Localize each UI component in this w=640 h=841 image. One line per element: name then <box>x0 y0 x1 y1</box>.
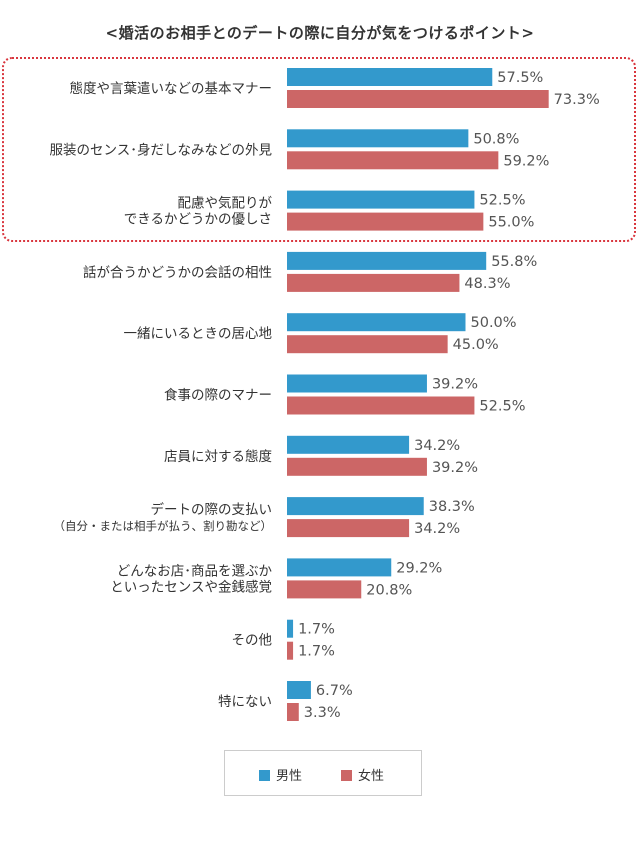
category-label: デートの際の支払い <box>151 501 273 518</box>
bar-male <box>287 190 475 209</box>
category-label: （自分・または相手が払う、割り勘など） <box>54 519 273 533</box>
highlight-box <box>2 57 636 242</box>
bar-female <box>287 457 427 476</box>
data-label: 45.0% <box>453 337 499 353</box>
bar-female <box>287 580 362 599</box>
bar-male <box>287 374 427 393</box>
category-label: といったセンスや金銭感覚 <box>110 578 272 595</box>
category-label: どんなお店･商品を選ぶか <box>117 563 273 579</box>
bar-male <box>287 681 311 699</box>
bar-male <box>287 619 294 638</box>
data-label: 48.3% <box>464 276 510 292</box>
bar-male <box>287 251 487 270</box>
legend-swatch-female <box>341 770 352 781</box>
chart-title: <婚活のお相手とのデートの際に自分が気をつけるポイント> <box>105 24 535 42</box>
legend-item-male: 男性 <box>259 765 302 784</box>
data-label: 6.7% <box>316 683 353 699</box>
data-label: 38.3% <box>429 499 475 515</box>
bar-female <box>287 273 460 292</box>
bar-female <box>287 519 410 538</box>
bar-female <box>287 396 475 415</box>
data-label: 34.2% <box>414 521 460 537</box>
bar-male <box>287 497 424 516</box>
category-label: 一緒にいるときの居心地 <box>124 326 273 342</box>
category-label: できるかどうかの優しさ <box>124 212 272 228</box>
bar-female <box>287 703 299 721</box>
data-label: 73.3% <box>554 92 600 108</box>
category-label: 食事の際のマナー <box>164 387 272 404</box>
category-label: 特にない <box>218 694 272 710</box>
data-label: 34.2% <box>414 438 460 454</box>
data-label: 50.0% <box>471 315 517 331</box>
legend-item-female: 女性 <box>341 765 384 784</box>
category-label: 店員に対する態度 <box>164 449 272 465</box>
bar-male <box>287 558 392 577</box>
data-label: 55.8% <box>491 254 537 270</box>
category-label: 態度や言葉遣いなどの基本マナー <box>70 80 273 97</box>
legend-swatch-male <box>259 770 270 781</box>
data-label: 52.5% <box>479 193 525 209</box>
bar-female <box>287 335 448 354</box>
data-label: 20.8% <box>366 582 412 598</box>
category-label: 配慮や気配りが <box>178 196 273 212</box>
data-label: 29.2% <box>396 560 442 576</box>
data-label: 1.7% <box>298 622 335 638</box>
data-label: 55.0% <box>488 215 534 231</box>
legend-label-female: 女性 <box>358 769 385 784</box>
category-label: その他 <box>232 633 273 649</box>
bar-male <box>287 435 410 454</box>
bar-male <box>287 68 493 86</box>
data-label: 59.2% <box>503 153 549 169</box>
data-label: 39.2% <box>432 377 478 393</box>
data-label: 50.8% <box>473 131 519 147</box>
data-label: 1.7% <box>298 644 335 660</box>
bar-female <box>287 90 549 108</box>
bar-male <box>287 313 466 332</box>
legend: 男性 女性 <box>224 750 422 796</box>
category-label: 話が合うかどうかの会話の相性 <box>83 264 272 281</box>
data-label: 39.2% <box>432 460 478 476</box>
bar-female <box>287 641 294 660</box>
legend-label-male: 男性 <box>276 769 303 784</box>
data-label: 52.5% <box>479 399 525 415</box>
data-label: 3.3% <box>304 705 341 721</box>
bar-female <box>287 212 484 231</box>
category-label: 服装のセンス･身だしなみなどの外見 <box>50 142 272 158</box>
data-label: 57.5% <box>497 70 543 86</box>
bar-chart: 態度や言葉遣いなどの基本マナー 57.5% 73.3% 服装のセンス･身だしなみなどの… <box>50 68 600 721</box>
bar-male <box>287 129 469 148</box>
bar-female <box>287 151 499 170</box>
